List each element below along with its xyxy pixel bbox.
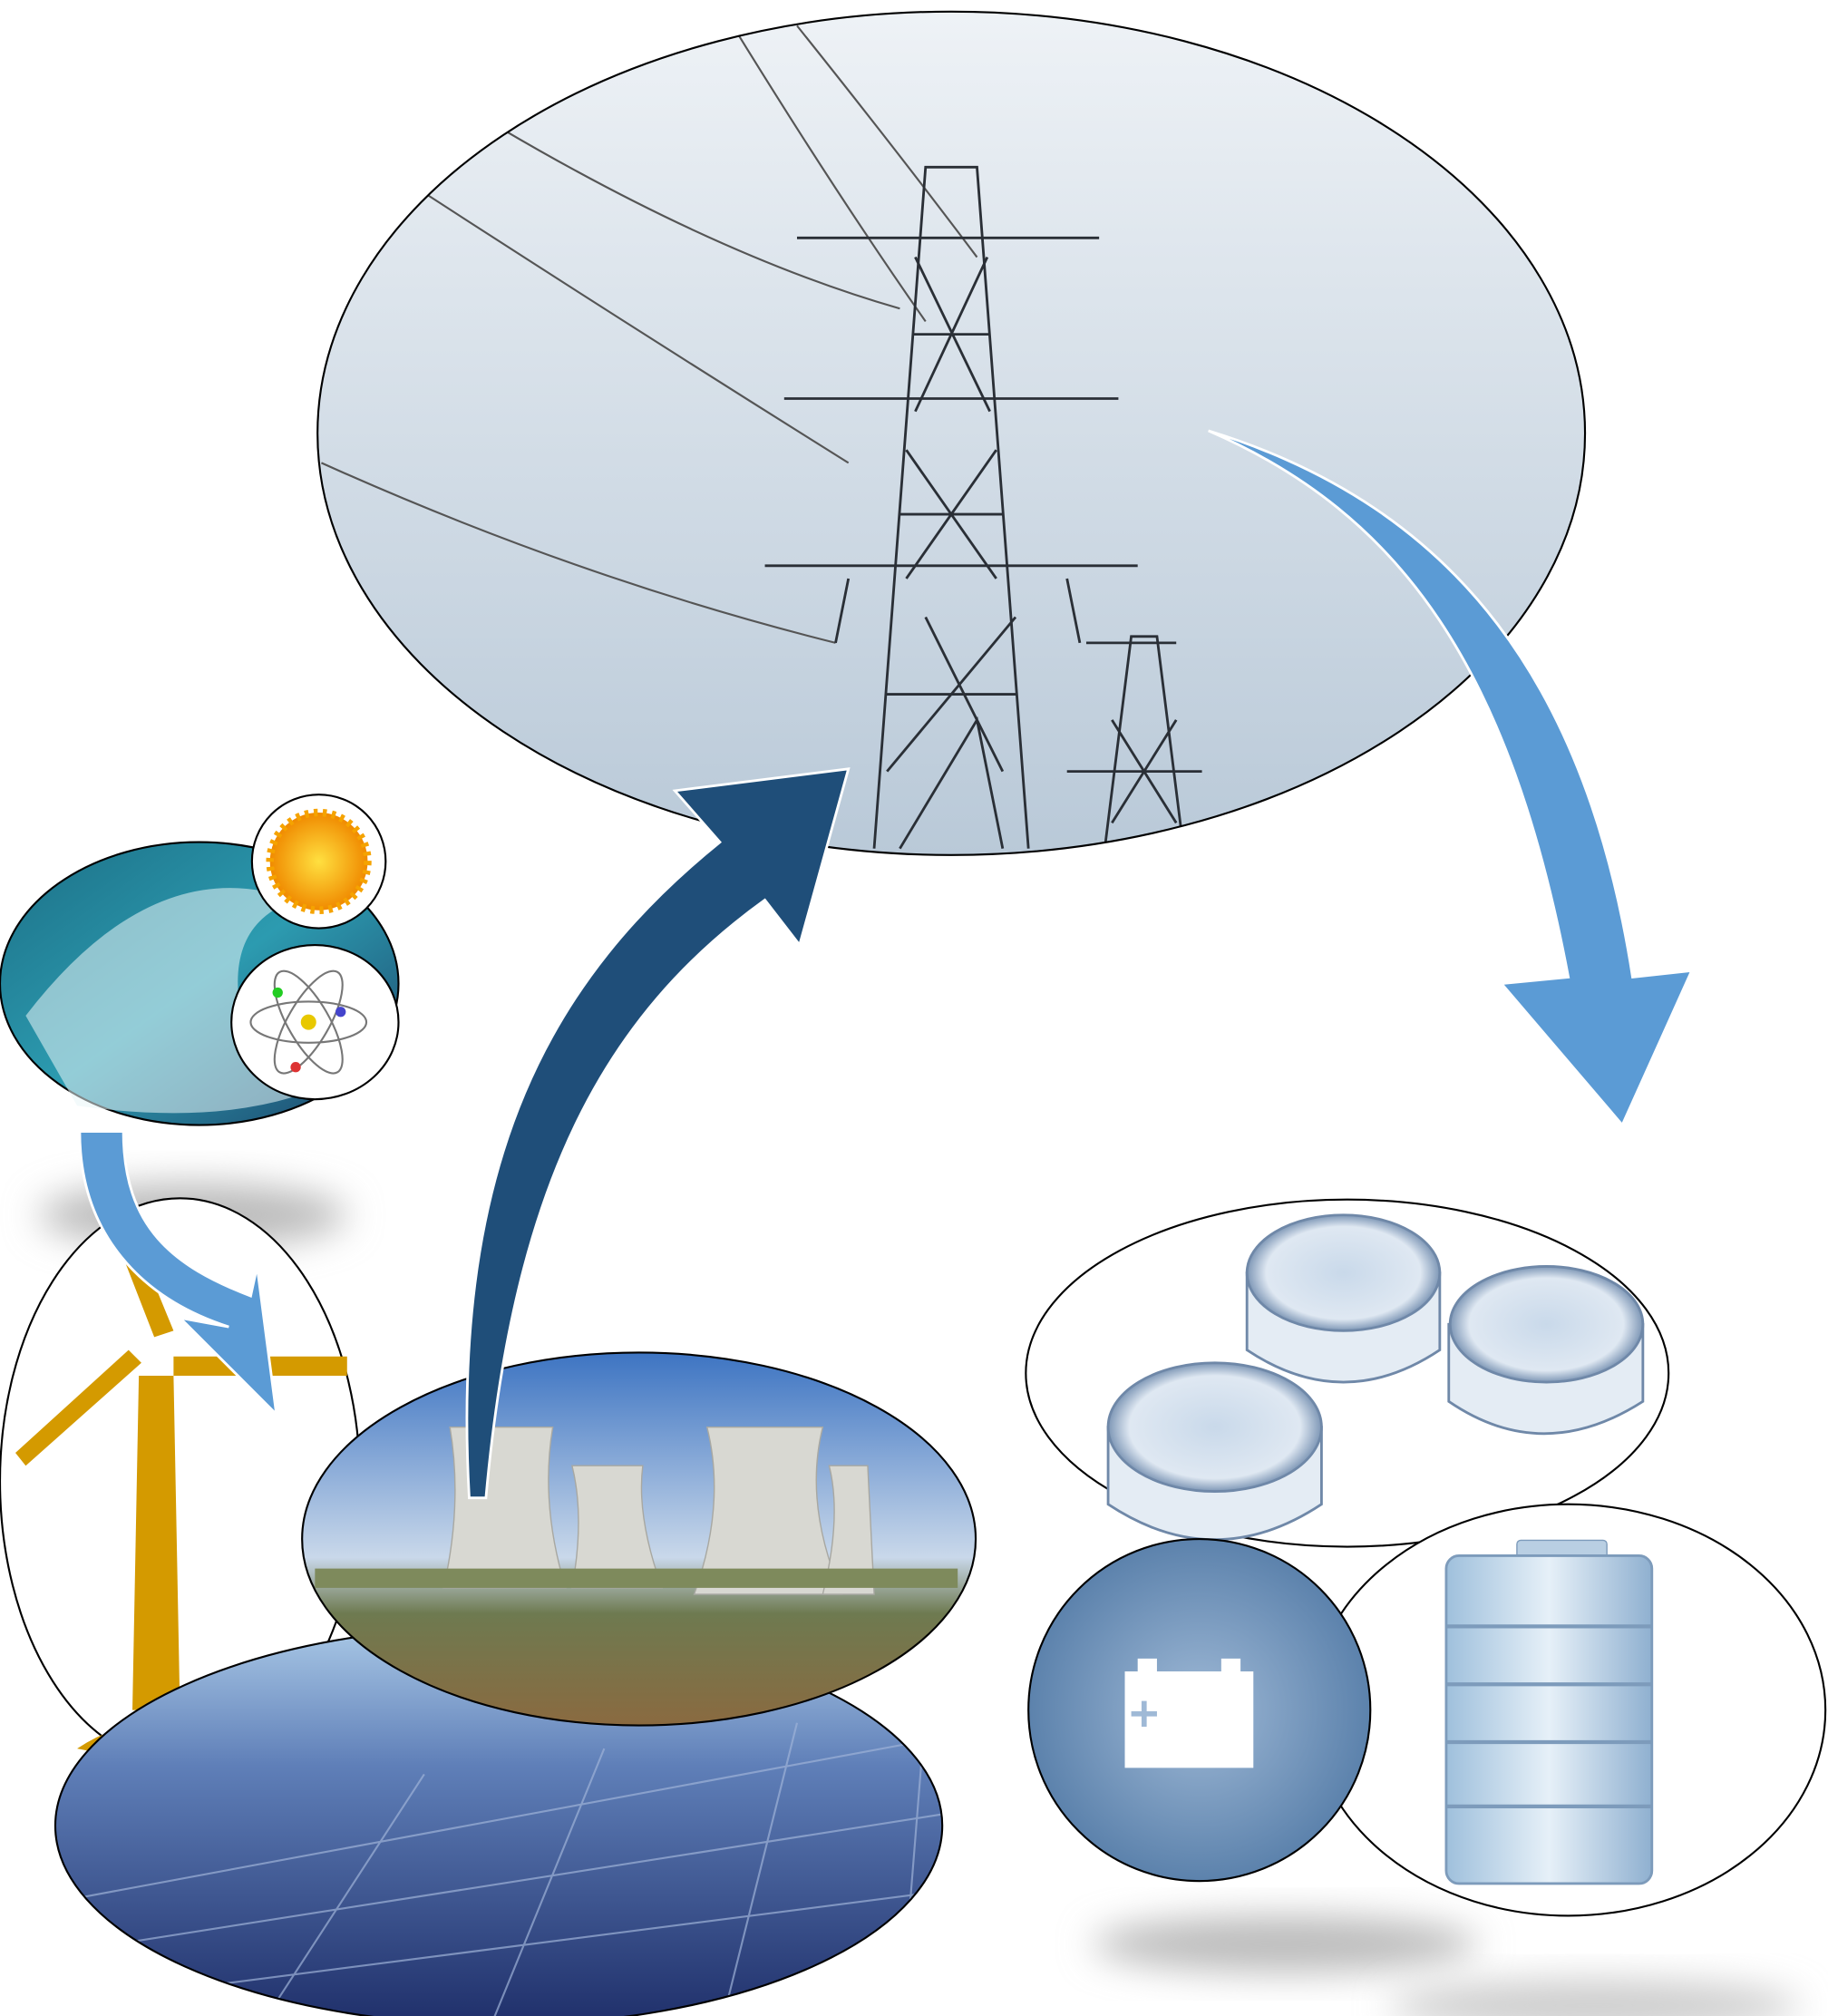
coin-batteries: [1025, 1198, 1670, 1548]
cylinder-battery: [1310, 1503, 1827, 1917]
arrow: [465, 767, 851, 1500]
arrow: [78, 1130, 278, 1418]
power-lines-photo: [316, 10, 1587, 856]
nuclear-plant-photo: [301, 1351, 977, 1727]
car-battery: [1027, 1537, 1372, 1883]
renewable-sources: [0, 794, 400, 1126]
arrow: [1208, 429, 1695, 1128]
shadow: [1093, 1915, 1479, 1972]
shadow: [1388, 1980, 1800, 2016]
